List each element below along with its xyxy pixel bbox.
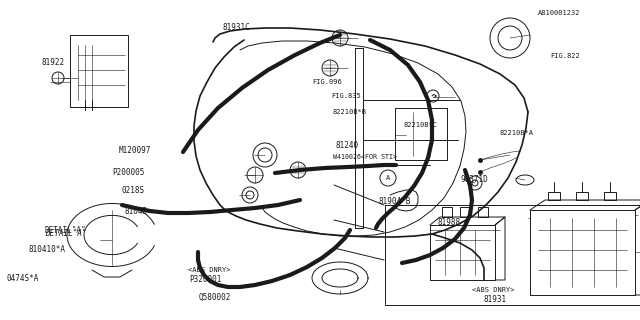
Text: 90371D: 90371D [461, 175, 488, 184]
Bar [385, 205, 640, 305]
Bar [548, 192, 560, 200]
Bar [460, 207, 470, 217]
Text: 81988: 81988 [437, 218, 460, 227]
Text: <ABS DNRY>: <ABS DNRY> [472, 287, 515, 292]
Text: 81045: 81045 [125, 207, 148, 216]
Bar [430, 225, 495, 280]
Text: DETAIL"A": DETAIL"A" [45, 229, 86, 238]
Text: 81931C: 81931C [223, 23, 250, 32]
Bar [576, 192, 588, 200]
Text: A810001232: A810001232 [538, 10, 580, 16]
Bar [478, 207, 488, 217]
Text: 810410*A: 810410*A [29, 245, 66, 254]
Bar [442, 207, 452, 217]
Text: 0474S*A: 0474S*A [6, 274, 39, 283]
Text: FIG.835: FIG.835 [332, 93, 361, 99]
Text: Q580002: Q580002 [198, 293, 231, 302]
Text: P320001: P320001 [189, 276, 221, 284]
Text: P200005: P200005 [112, 168, 145, 177]
Text: 81240: 81240 [336, 141, 359, 150]
Text: W410026<FOR STI>: W410026<FOR STI> [333, 154, 397, 160]
Text: <ABS DNRY>: <ABS DNRY> [188, 268, 230, 273]
Text: FIG.096: FIG.096 [312, 79, 342, 84]
Bar [604, 192, 616, 200]
Text: 81922: 81922 [42, 58, 65, 67]
Text: A: A [386, 175, 390, 181]
Bar [70, 35, 128, 107]
Bar [530, 210, 635, 295]
Text: M120097: M120097 [118, 146, 151, 155]
Text: 82210B*B: 82210B*B [333, 109, 367, 115]
Text: 82210B*A: 82210B*A [499, 130, 533, 136]
Text: 82210B*C: 82210B*C [403, 122, 437, 128]
Text: 81904*B: 81904*B [379, 197, 412, 206]
Text: DETAIL"A": DETAIL"A" [45, 226, 86, 235]
Text: 81931: 81931 [483, 295, 506, 304]
Text: 0218S: 0218S [122, 186, 145, 195]
Text: FIG.822: FIG.822 [550, 53, 580, 59]
Bar [395, 108, 447, 160]
